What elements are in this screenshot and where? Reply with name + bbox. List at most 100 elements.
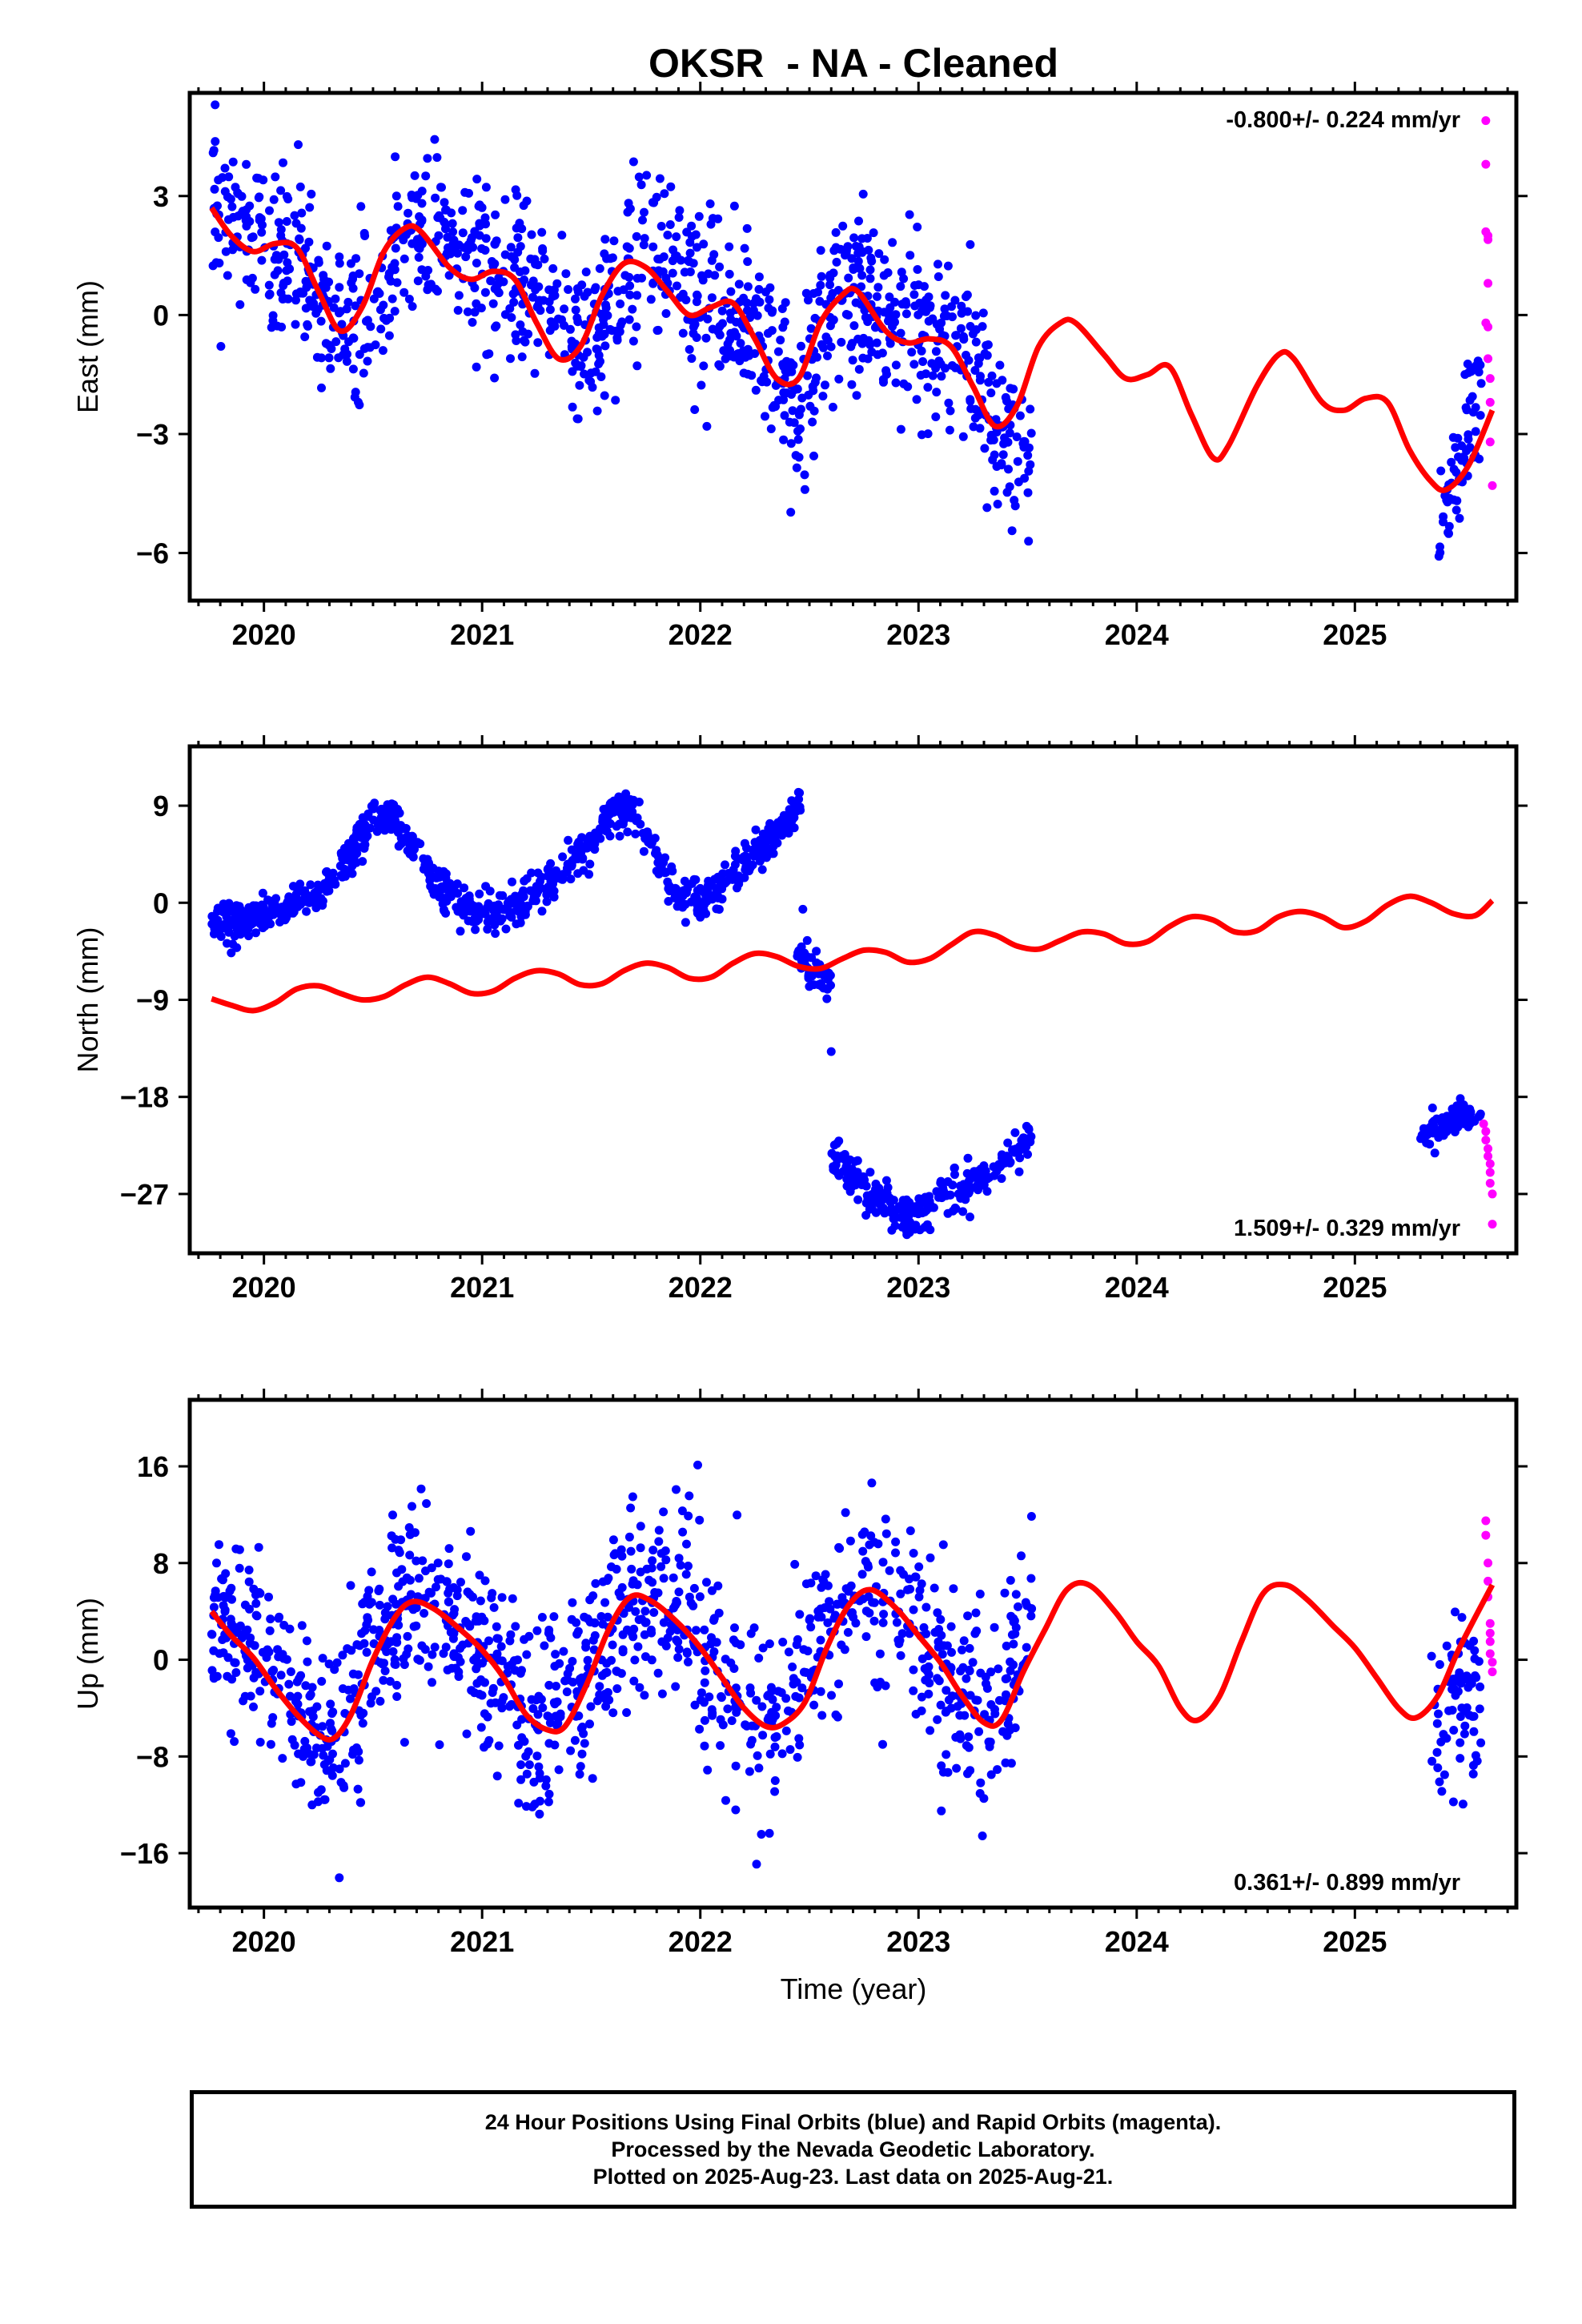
east-final-orbit-point xyxy=(962,292,970,301)
up-rapid-orbit-point xyxy=(1481,1530,1491,1540)
north-final-orbit-point xyxy=(1430,1148,1439,1158)
east-final-orbit-point xyxy=(998,450,1008,460)
north-final-orbit-point xyxy=(699,905,709,915)
east-final-orbit-point xyxy=(322,241,331,251)
north-final-orbit-point xyxy=(211,916,221,925)
east-final-orbit-point xyxy=(448,227,458,236)
up-final-orbit-point xyxy=(302,1636,311,1646)
east-final-orbit-point xyxy=(1004,464,1013,474)
up-final-orbit-point xyxy=(520,1737,529,1746)
east-final-orbit-point xyxy=(708,324,717,334)
up-final-orbit-point xyxy=(682,1649,692,1658)
east-final-orbit-point xyxy=(414,252,424,262)
east-final-orbit-point xyxy=(295,234,304,243)
east-final-orbit-point xyxy=(248,232,258,242)
north-final-orbit-point xyxy=(926,1225,935,1235)
up-final-orbit-point xyxy=(221,1593,231,1602)
east-final-orbit-point xyxy=(314,255,323,265)
up-rapid-orbit-point xyxy=(1488,1658,1497,1667)
north-final-orbit-point xyxy=(222,912,231,922)
up-final-orbit-point xyxy=(1435,1660,1444,1669)
up-final-orbit-point xyxy=(575,1770,584,1779)
up-final-orbit-point xyxy=(793,1752,802,1762)
east-final-orbit-point xyxy=(595,263,604,273)
up-final-orbit-point xyxy=(543,1711,552,1721)
up-final-orbit-point xyxy=(654,1537,664,1546)
up-final-orbit-point xyxy=(784,1647,793,1657)
up-final-orbit-point xyxy=(209,1674,219,1683)
up-final-orbit-point xyxy=(878,1618,888,1627)
east-final-orbit-point xyxy=(818,392,828,401)
north-final-orbit-point xyxy=(1022,1137,1032,1147)
north-final-orbit-point xyxy=(795,788,805,798)
north-final-orbit-point xyxy=(654,869,664,879)
east-final-orbit-point xyxy=(400,254,409,263)
up-final-orbit-point xyxy=(555,1659,564,1668)
north-final-orbit-point xyxy=(299,895,309,904)
up-final-orbit-point xyxy=(466,1526,476,1536)
east-final-orbit-point xyxy=(912,395,921,404)
east-final-orbit-point xyxy=(951,331,961,340)
up-final-orbit-point xyxy=(480,1709,489,1719)
up-final-orbit-point xyxy=(545,1718,555,1727)
east-final-orbit-point xyxy=(1444,521,1454,531)
up-final-orbit-point xyxy=(717,1693,726,1703)
east-final-orbit-point xyxy=(891,378,901,388)
east-final-orbit-point xyxy=(517,352,527,362)
up-final-orbit-point xyxy=(1001,1758,1010,1767)
up-final-orbit-point xyxy=(702,1578,711,1587)
up-final-orbit-point xyxy=(727,1716,737,1726)
east-final-orbit-point xyxy=(468,318,477,327)
north-final-orbit-point xyxy=(934,1192,943,1202)
east-final-orbit-point xyxy=(472,175,482,184)
up-final-orbit-point xyxy=(265,1626,275,1635)
north-final-orbit-point xyxy=(258,902,267,911)
north-final-orbit-point xyxy=(887,1204,897,1213)
up-final-orbit-point xyxy=(963,1611,973,1621)
up-final-orbit-point xyxy=(583,1655,592,1665)
north-final-orbit-point xyxy=(484,899,493,908)
up-final-orbit-point xyxy=(255,1738,265,1747)
up-final-orbit-point xyxy=(267,1667,277,1676)
east-final-orbit-point xyxy=(617,317,627,327)
up-final-orbit-point xyxy=(497,1593,507,1602)
east-final-orbit-point xyxy=(792,463,801,472)
east-final-orbit-point xyxy=(800,485,809,494)
up-final-orbit-point xyxy=(617,1551,627,1561)
up-final-orbit-point xyxy=(640,1606,650,1616)
east-final-orbit-point xyxy=(258,220,267,230)
east-final-orbit-point xyxy=(359,228,369,238)
east-final-orbit-point xyxy=(913,265,922,274)
up-final-orbit-point xyxy=(661,1546,670,1555)
east-final-orbit-point xyxy=(821,380,829,390)
east-final-orbit-point xyxy=(931,364,941,373)
east-final-orbit-point xyxy=(242,205,251,215)
north-final-orbit-point xyxy=(511,899,520,909)
east-final-orbit-point xyxy=(335,259,344,268)
east-final-orbit-point xyxy=(351,254,361,263)
up-final-orbit-point xyxy=(480,1743,488,1752)
east-final-orbit-point xyxy=(666,182,676,191)
east-final-orbit-point xyxy=(857,271,867,280)
up-final-orbit-point xyxy=(747,1721,757,1731)
east-final-orbit-point xyxy=(518,327,528,336)
up-final-orbit-point xyxy=(484,1636,493,1646)
east-final-orbit-point xyxy=(586,368,596,378)
east-final-orbit-point xyxy=(264,280,274,290)
up-final-orbit-point xyxy=(684,1562,693,1570)
east-final-orbit-point xyxy=(300,332,310,342)
east-final-orbit-point xyxy=(852,391,861,400)
east-final-orbit-point xyxy=(378,346,387,356)
east-final-orbit-point xyxy=(632,291,642,300)
up-x-tick-label: 2025 xyxy=(1323,1925,1387,1958)
east-final-orbit-point xyxy=(704,269,713,279)
up-final-orbit-point xyxy=(1006,1657,1015,1667)
up-final-orbit-point xyxy=(616,1591,625,1601)
east-final-orbit-point xyxy=(575,380,584,390)
north-final-orbit-point xyxy=(979,1176,989,1185)
east-final-orbit-point xyxy=(581,267,591,277)
east-final-orbit-point xyxy=(832,257,841,267)
up-final-orbit-point xyxy=(585,1719,594,1729)
north-final-orbit-point xyxy=(873,1184,883,1193)
up-final-orbit-point xyxy=(1464,1683,1473,1692)
